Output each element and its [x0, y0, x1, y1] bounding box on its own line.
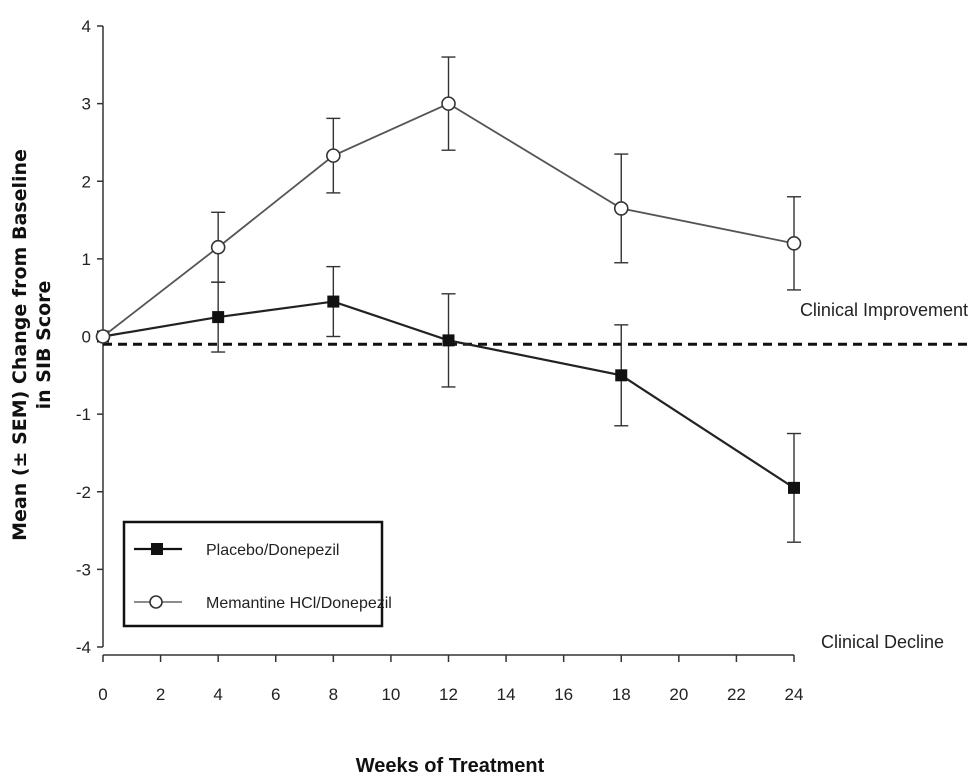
- x-tick-label: 2: [156, 685, 165, 704]
- x-tick-label: 24: [785, 685, 804, 704]
- x-axis-title: Weeks of Treatment: [356, 755, 545, 777]
- data-point-circle: [95, 329, 111, 344]
- x-tick-label: 14: [497, 685, 516, 704]
- legend-box: [122, 520, 384, 628]
- y-tick-label: -4: [76, 638, 91, 657]
- series-line: [102, 300, 795, 489]
- data-point-circle: [786, 236, 802, 251]
- x-tick-label: 0: [98, 685, 107, 704]
- legend-marker-memantine: [149, 595, 163, 609]
- y-tick-label: 4: [82, 17, 91, 36]
- legend-label-memantine: Memantine HCl/Donepezil: [206, 595, 392, 612]
- y-tick-label: -3: [76, 560, 91, 579]
- x-tick-label: 10: [381, 685, 400, 704]
- data-point-circle: [326, 148, 341, 163]
- legend: Placebo/Donepezil Memantine HCl/Donepezi…: [122, 520, 392, 628]
- series-placebo: [97, 265, 801, 543]
- x-tick-label: 22: [727, 685, 746, 704]
- x-tick-label: 20: [669, 685, 688, 704]
- y-axis-title-line-2: in SIB Score: [33, 281, 55, 410]
- data-point-circle: [613, 201, 629, 216]
- x-tick-label: 4: [213, 685, 222, 704]
- y-tick-label: -1: [76, 405, 91, 424]
- y-tick-label: 2: [82, 172, 91, 191]
- x-tick-label: 12: [439, 685, 458, 704]
- series-line: [102, 102, 795, 338]
- y-tick-label: 1: [82, 250, 91, 269]
- y-tick-label: 3: [82, 95, 91, 114]
- x-tick-label: 18: [612, 685, 631, 704]
- data-point-square: [442, 334, 455, 347]
- data-point-square: [615, 369, 628, 382]
- series-memantine: [95, 56, 802, 344]
- x-tick-label: 6: [271, 685, 280, 704]
- annotation-clinical-decline: Clinical Decline: [821, 632, 944, 652]
- data-point-circle: [441, 96, 456, 111]
- x-tick-label: 16: [554, 685, 573, 704]
- y-tick-label: -2: [76, 483, 91, 502]
- x-tick-label: 8: [329, 685, 338, 704]
- y-axis-title-line-1: Mean (± SEM) Change from Baseline: [9, 149, 31, 541]
- legend-marker-placebo: [151, 543, 163, 555]
- data-point-square: [327, 295, 340, 308]
- data-point-square: [788, 481, 800, 494]
- y-axis-ticks: -4 -3 -2 -1 0 1 2 3 4: [76, 17, 103, 657]
- y-tick-label: 0: [82, 328, 91, 347]
- legend-label-placebo: Placebo/Donepezil: [206, 542, 339, 559]
- x-axis-ticks: 0 2 4 6 8 10 12 14 16 18 20 22 24: [98, 655, 803, 704]
- plot-series: [95, 56, 802, 543]
- data-point-square: [212, 311, 225, 324]
- annotation-clinical-improvement: Clinical Improvement: [800, 300, 968, 320]
- data-point-circle: [210, 239, 226, 255]
